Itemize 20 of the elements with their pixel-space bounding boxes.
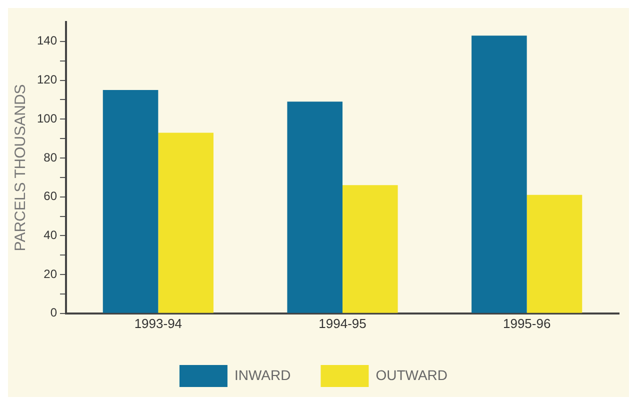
y-tick-label: 140 xyxy=(36,34,58,48)
x-tick-label: 1995-96 xyxy=(502,316,551,331)
bar xyxy=(342,185,398,313)
y-tick-label: 20 xyxy=(44,266,58,281)
y-tick-label: 40 xyxy=(44,228,58,242)
y-tick-label: 120 xyxy=(36,72,58,87)
y-tick-label: 60 xyxy=(44,189,58,204)
y-axis-title: PARCELS THOUSANDS xyxy=(12,84,30,252)
bar xyxy=(102,90,158,313)
legend-label: OUTWARD xyxy=(376,366,448,383)
bar xyxy=(287,102,343,313)
x-tick-label: 1993-94 xyxy=(134,316,182,331)
y-tick-label: 100 xyxy=(36,111,58,126)
y-tick-label: 80 xyxy=(44,150,58,164)
bar xyxy=(472,36,527,313)
y-tick-label: 0 xyxy=(50,306,58,320)
bar xyxy=(526,194,582,313)
bar xyxy=(158,132,214,313)
legend-label: INWARD xyxy=(234,366,291,383)
x-tick-label: 1994-95 xyxy=(318,316,366,331)
